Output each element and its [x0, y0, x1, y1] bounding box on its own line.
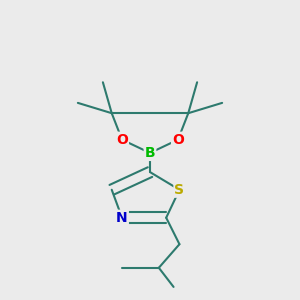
Text: O: O — [116, 133, 128, 147]
Text: N: N — [116, 211, 128, 225]
Text: B: B — [145, 146, 155, 160]
Text: S: S — [174, 183, 184, 197]
Text: O: O — [172, 133, 184, 147]
